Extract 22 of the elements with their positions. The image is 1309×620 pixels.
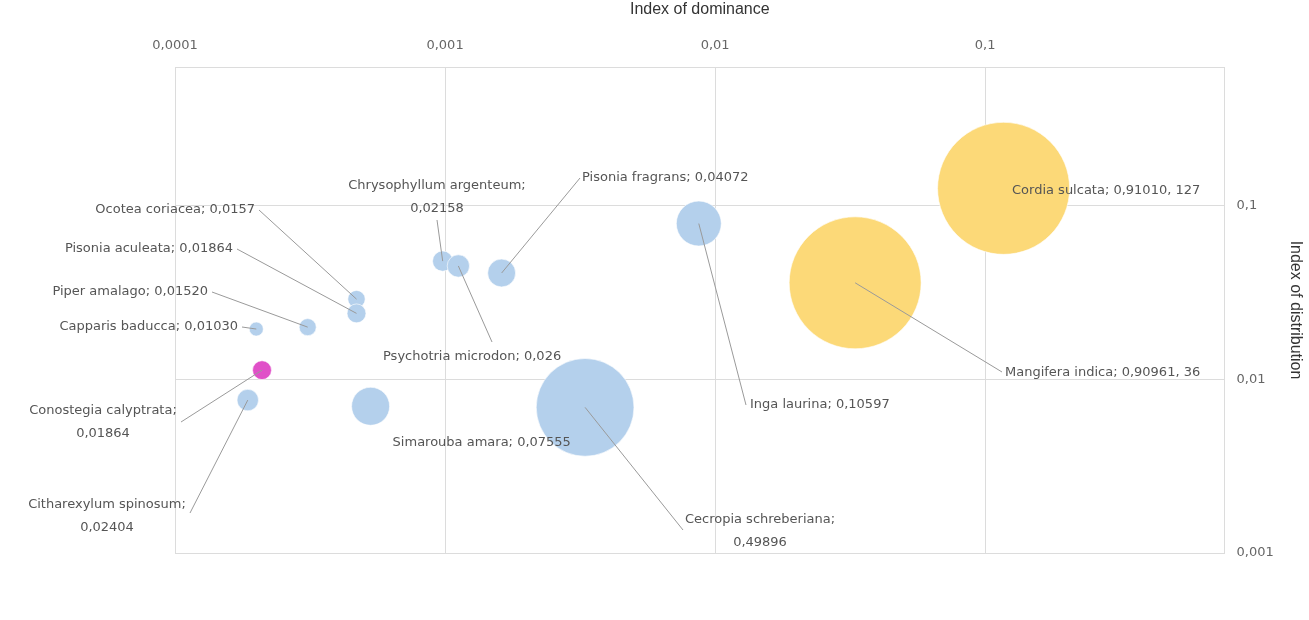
x-tick-label: 0,001	[426, 36, 464, 52]
x-tick-label: 0,01	[700, 36, 730, 52]
x-axis-title: Index of dominance	[629, 0, 770, 18]
y-tick-label: 0,01	[1236, 370, 1266, 386]
annotation: Pisonia fragrans; 0,04072	[582, 169, 749, 185]
y-tick-label: 0,1	[1236, 197, 1258, 213]
y-axis-title: Index of distribution	[1287, 240, 1305, 380]
annotation: Pisonia aculeata; 0,01864	[64, 240, 233, 256]
y-tick-label: 0,001	[1236, 544, 1274, 560]
annotation: Cecropia schreberiana; 0,49896	[684, 511, 836, 550]
annotation: Chrysophyllum argenteum; 0,02158	[348, 177, 526, 216]
annotation: Inga laurina; 0,10597	[750, 396, 890, 412]
annotation: Simarouba amara; 0,07555	[392, 434, 571, 450]
x-tick-label: 0,0001	[152, 36, 198, 52]
annotation: Conostegia calyptrata; 0,01864	[29, 402, 177, 441]
annotation: Psychotria microdon; 0,026	[383, 348, 562, 364]
annotation: Ocotea coriacea; 0,0157	[95, 201, 255, 217]
annotation: Capparis baducca; 0,01030	[59, 318, 238, 334]
annotation: Mangifera indica; 0,90961, 36	[1005, 364, 1201, 380]
annotation: Piper amalago; 0,01520	[52, 283, 208, 299]
annotation: Citharexylum spinosum; 0,02404	[28, 496, 186, 535]
x-tick-label: 0,1	[974, 36, 996, 52]
